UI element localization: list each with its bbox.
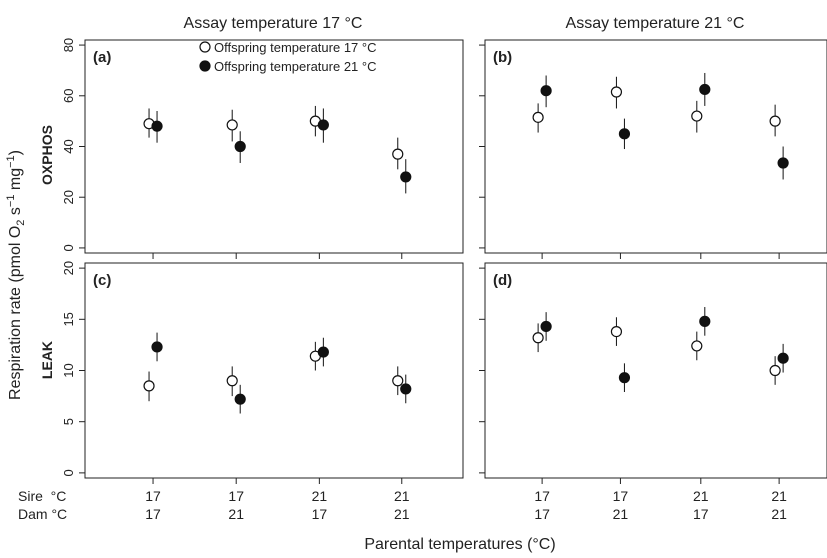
legend-filled-marker — [199, 60, 211, 72]
x-tick-label-dam: 17 — [693, 506, 709, 522]
point-filled — [777, 157, 789, 169]
x-tick-label-dam: 21 — [771, 506, 787, 522]
x-axis-label: Parental temperatures (°C) — [364, 536, 555, 553]
x-tick-label-dam: 17 — [145, 506, 161, 522]
panel-c: (c) 0 5 10 15 20 17 17 17 21 21 17 21 21 — [61, 261, 464, 522]
point-filled — [618, 128, 631, 140]
point-filled — [317, 346, 329, 358]
point-open — [610, 325, 623, 338]
point-open — [226, 375, 238, 387]
point-filled — [317, 119, 329, 131]
point-open — [691, 340, 703, 352]
point-open — [226, 119, 238, 131]
x-tick-label-dam: 21 — [613, 506, 629, 522]
point-open — [769, 115, 781, 127]
point-filled — [540, 320, 552, 333]
legend-filled-label: Offspring temperature 21 °C — [214, 59, 376, 74]
panel-d: (d) 17 17 17 21 21 17 21 21 — [479, 262, 827, 522]
y-tick-label: 0 — [61, 469, 76, 476]
panels: (a) 0 20 40 60 80 (b) (c) 0 5 10 15 20 17 17 17 21 21 17 21… — [61, 38, 827, 522]
point-filled — [151, 341, 163, 353]
x-tick-label-sire: 21 — [312, 488, 328, 504]
row-label-oxphos: OXPHOS — [39, 125, 55, 185]
legend-open-label: Offspring temperature 17 °C — [214, 40, 376, 55]
x-tick-label-sire: 17 — [534, 488, 550, 504]
legend-open-marker — [199, 41, 211, 53]
panel-b: (b) — [479, 39, 827, 259]
dam-row-label: Dam °C — [18, 506, 67, 522]
x-tick-label-dam: 21 — [394, 506, 410, 522]
y-tick-label: 20 — [61, 190, 76, 204]
point-open — [143, 380, 155, 392]
x-tick-label-dam: 17 — [534, 506, 550, 522]
point-open — [532, 332, 544, 344]
point-filled — [151, 120, 163, 132]
x-tick-label-sire: 21 — [771, 488, 787, 504]
x-tick-label-dam: 17 — [312, 506, 328, 522]
y-tick-label: 15 — [61, 312, 76, 326]
point-filled — [618, 372, 631, 384]
point-filled — [400, 171, 412, 183]
row-label-leak: LEAK — [39, 341, 55, 379]
point-open — [769, 364, 781, 377]
point-filled — [234, 140, 246, 153]
x-tick-label-sire: 17 — [613, 488, 629, 504]
y-tick-label: 5 — [61, 418, 76, 425]
point-open — [532, 111, 544, 123]
y-tick-label: 80 — [61, 38, 76, 52]
x-tick-label-sire: 21 — [693, 488, 709, 504]
point-open — [392, 375, 404, 387]
col-title-left: Assay temperature 17 °C — [184, 15, 363, 32]
y-tick-label: 60 — [61, 89, 76, 103]
point-open — [392, 148, 404, 160]
panel-frame — [484, 39, 827, 254]
y-tick-label: 40 — [61, 139, 76, 153]
x-tick-label-sire: 17 — [228, 488, 244, 504]
y-tick-label: 0 — [61, 244, 76, 251]
y-axis-label: Respiration rate (pmol O2 s−1 mg−1) — [5, 150, 27, 400]
point-filled — [699, 83, 711, 96]
sire-row-label: Sire °C — [18, 488, 66, 504]
panel-frame — [84, 262, 464, 479]
col-title-right: Assay temperature 21 °C — [566, 15, 745, 32]
x-tick-label-sire: 17 — [145, 488, 161, 504]
y-tick-label: 10 — [61, 363, 76, 377]
point-open — [691, 110, 703, 122]
point-filled — [400, 383, 412, 395]
x-tick-label-sire: 21 — [394, 488, 410, 504]
x-tick-label-dam: 21 — [228, 506, 244, 522]
y-tick-label: 20 — [61, 261, 76, 275]
point-filled — [699, 315, 711, 327]
panel-label: (a) — [93, 49, 111, 66]
point-filled — [777, 352, 789, 364]
panel-a: (a) 0 20 40 60 80 — [61, 38, 464, 259]
point-open — [610, 86, 623, 98]
legend: Offspring temperature 17 °C Offspring te… — [199, 40, 376, 74]
panel-label: (b) — [493, 49, 512, 66]
panel-label: (d) — [493, 272, 512, 289]
point-filled — [234, 393, 246, 405]
panel-label: (c) — [93, 272, 111, 289]
point-filled — [540, 85, 552, 97]
